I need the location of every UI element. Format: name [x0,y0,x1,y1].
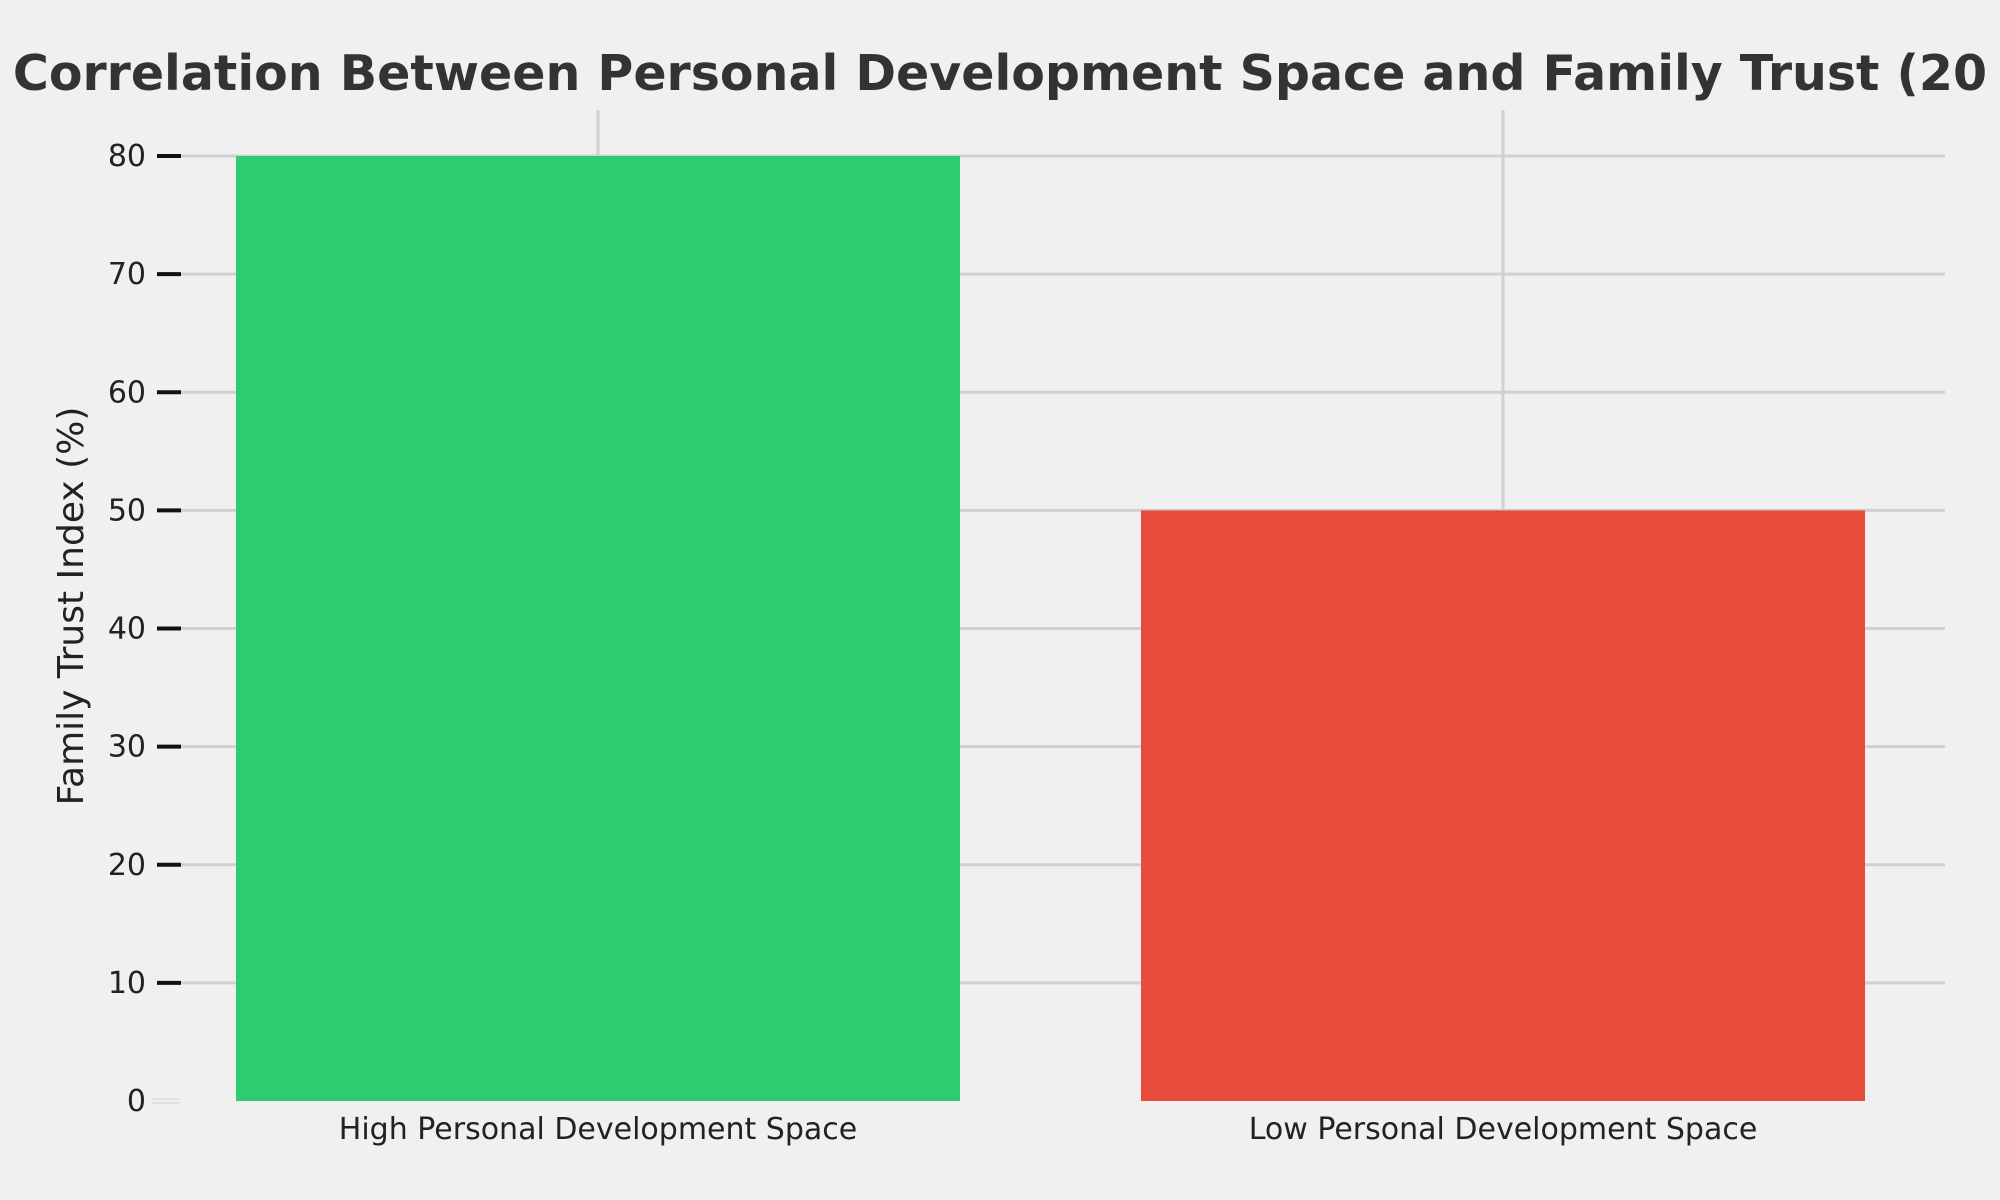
y-tick-label: 50 [108,493,146,528]
x-category-label: High Personal Development Space [339,1112,857,1147]
bar-high-personal-development-space [236,156,960,1101]
x-axis-labels: High Personal Development Space Low Perso… [339,1112,1758,1147]
y-axis-label: Family Trust Index (%) [51,407,92,806]
y-tick-label: 30 [108,730,146,765]
y-tick-label: 10 [108,966,146,1001]
chart-title: Correlation Between Personal Development… [13,45,1987,102]
bars [236,156,1865,1101]
y-tick-label: 40 [108,612,146,647]
bar-low-personal-development-space [1141,510,1865,1101]
y-tick-label: 20 [108,848,146,883]
y-tick-label: 80 [108,139,146,174]
y-axis-ticks: 0 10 20 30 40 50 60 70 80 [108,139,181,1119]
y-tick-label: 0 [127,1084,146,1119]
y-tick-label: 70 [108,257,146,292]
y-tick-label: 60 [108,375,146,410]
x-category-label: Low Personal Development Space [1249,1112,1758,1147]
